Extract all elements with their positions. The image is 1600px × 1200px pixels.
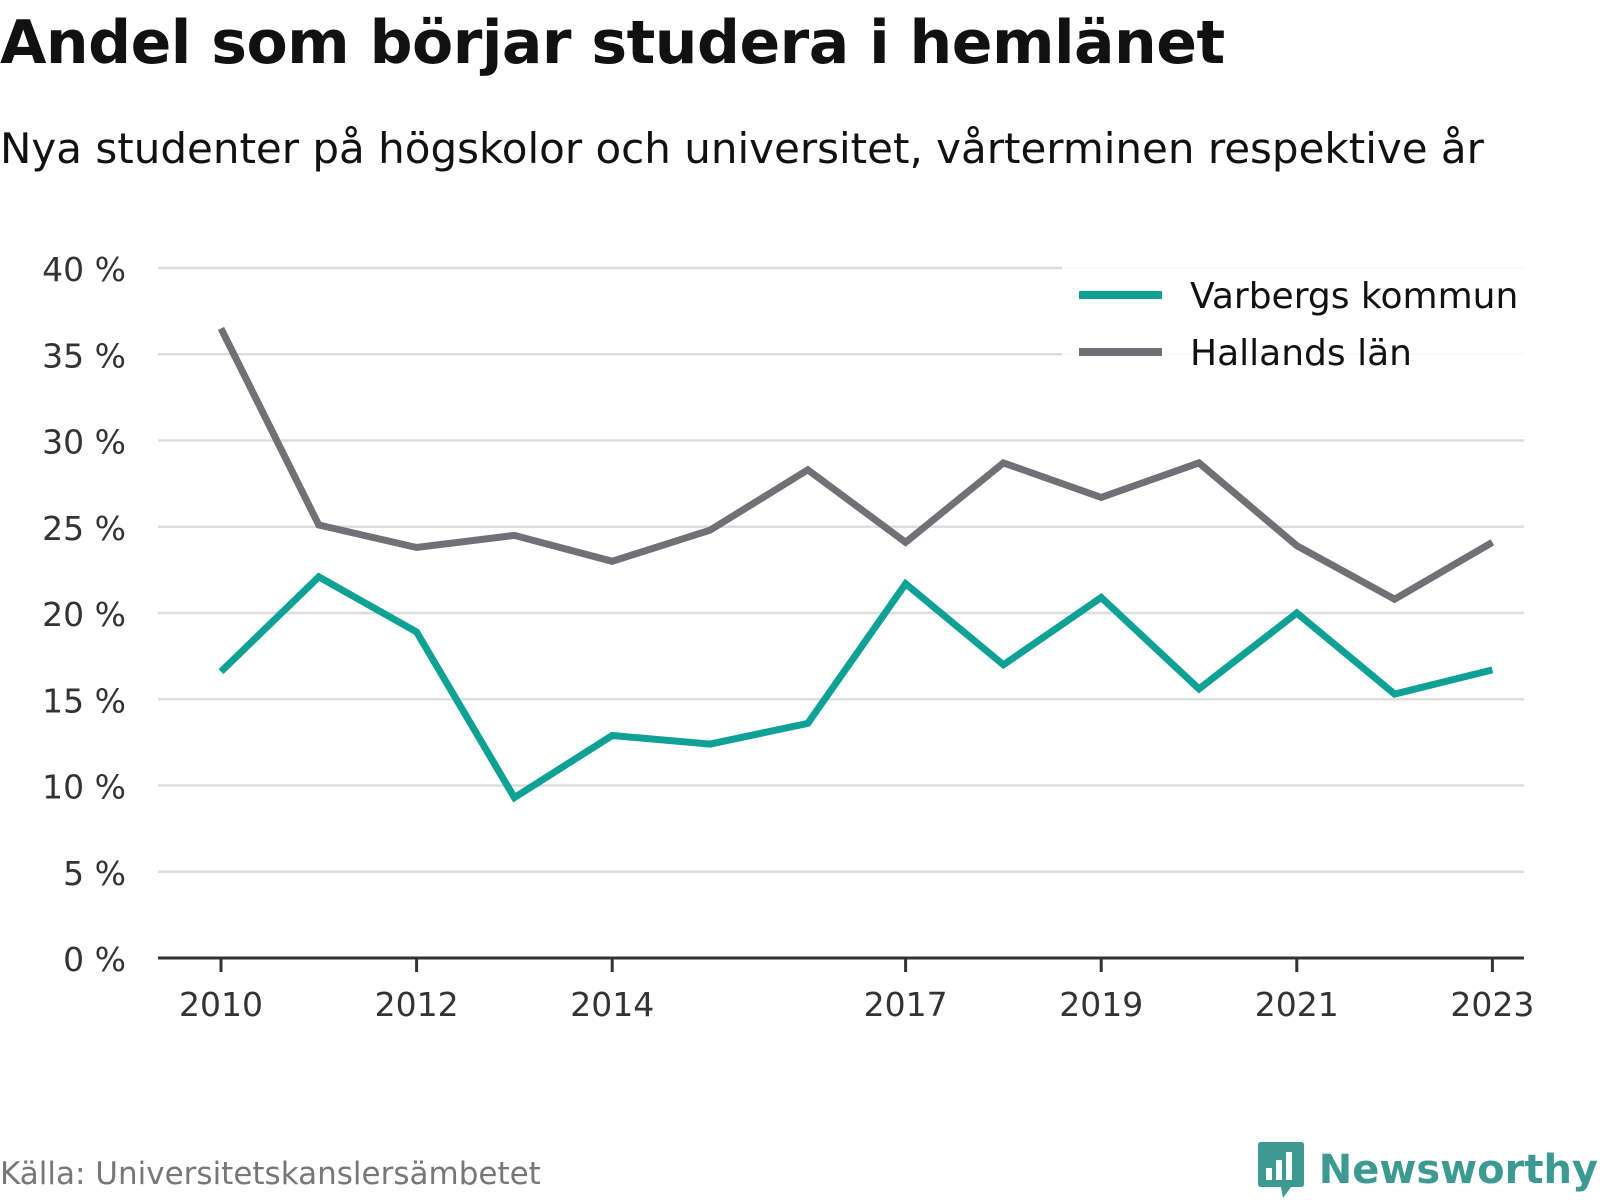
- x-tick-label: 2021: [1255, 985, 1339, 1024]
- source-note: Källa: Universitetskanslersämbetet: [0, 1156, 541, 1192]
- x-axis: 2010 2012 2014 2017 2019 2021 2023: [158, 956, 1534, 1024]
- x-tick-label: 2023: [1450, 985, 1534, 1024]
- y-tick-label: 5 %: [63, 854, 126, 893]
- y-tick-label: 25 %: [42, 509, 126, 548]
- chart-title: Andel som börjar studera i hemlänet: [0, 8, 1225, 78]
- y-tick-label: 20 %: [42, 595, 126, 634]
- x-tick-label: 2012: [375, 985, 459, 1024]
- x-tick-label: 2010: [179, 985, 263, 1024]
- chart-subtitle: Nya studenter på högskolor och universit…: [0, 124, 1484, 173]
- y-tick-label: 30 %: [42, 423, 126, 462]
- legend: Varbergs kommun Hallands län: [1062, 262, 1524, 374]
- series-lines: [217, 326, 1495, 803]
- x-tick-label: 2014: [570, 985, 654, 1024]
- series-line-hallands-l-n: [217, 326, 1495, 604]
- y-tick-label: 35 %: [42, 336, 126, 375]
- series-line-varbergs-kommun: [218, 572, 1494, 803]
- y-tick-label: 15 %: [42, 681, 126, 720]
- legend-label: Hallands län: [1190, 333, 1412, 374]
- legend-label: Varbergs kommun: [1190, 276, 1518, 317]
- y-axis-tick-labels: 0 % 5 % 10 % 15 % 20 % 25 % 30 % 35 % 40 %: [42, 250, 126, 979]
- newsworthy-logo: Newsworthy: [1257, 1140, 1598, 1200]
- x-tick-label: 2017: [864, 985, 948, 1024]
- y-tick-label: 40 %: [42, 250, 126, 289]
- y-tick-label: 0 %: [63, 940, 126, 979]
- bar-chart-speech-bubble-icon: [1257, 1142, 1304, 1198]
- y-tick-label: 10 %: [42, 768, 126, 807]
- brand-name: Newsworthy: [1318, 1147, 1598, 1193]
- x-tick-label: 2019: [1059, 985, 1143, 1024]
